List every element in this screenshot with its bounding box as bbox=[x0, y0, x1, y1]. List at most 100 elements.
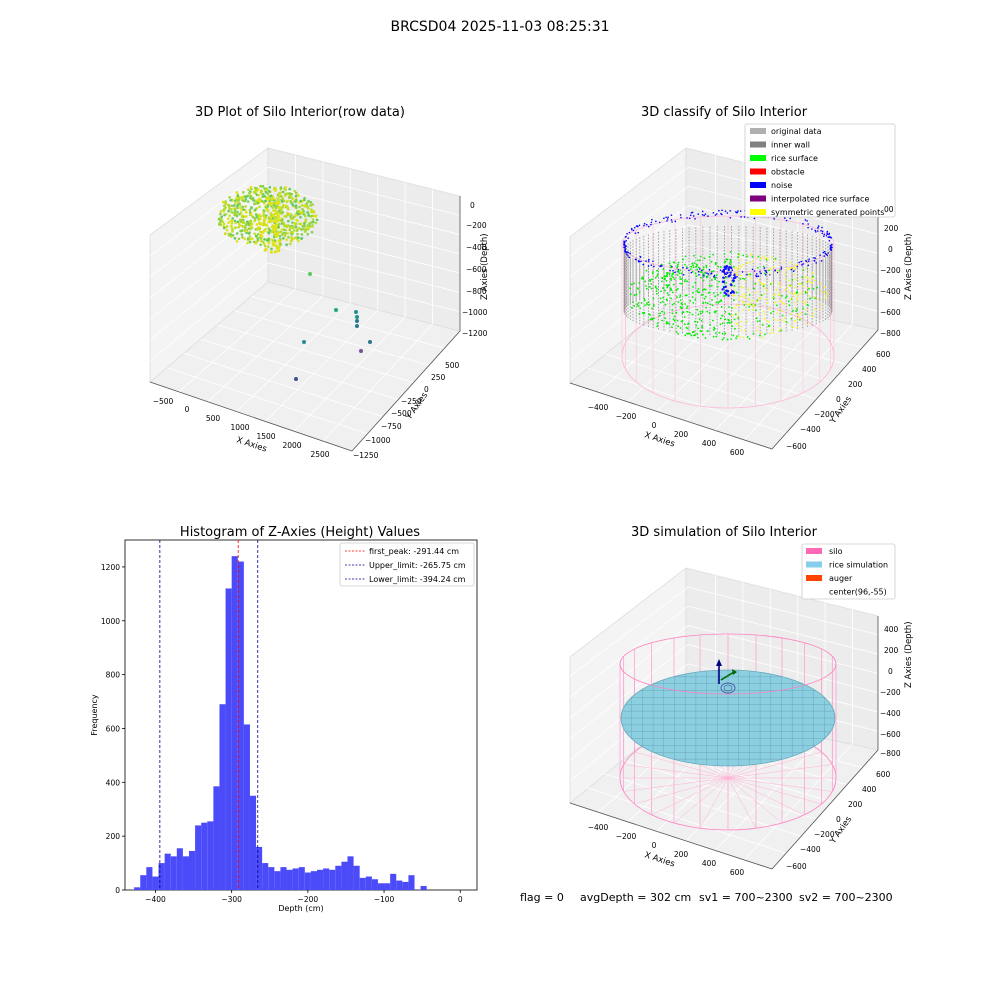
noise-point bbox=[731, 279, 735, 282]
rice-surface-point bbox=[718, 300, 721, 303]
rice-surface-point bbox=[714, 310, 717, 313]
histogram-xtick-label: 0 bbox=[458, 895, 463, 904]
classify-xtick: −400 bbox=[588, 403, 609, 412]
rice-surface-point bbox=[682, 258, 685, 261]
noise-point bbox=[801, 264, 803, 266]
rice-surface-point bbox=[671, 309, 674, 311]
rice-surface-point bbox=[699, 312, 702, 315]
raw-cloud-point bbox=[271, 243, 275, 247]
rice-surface-point bbox=[709, 323, 712, 326]
raw-cloud-point bbox=[228, 214, 231, 218]
raw-scatter-point bbox=[355, 319, 359, 323]
noise-point bbox=[828, 239, 831, 242]
rice-surface-point bbox=[725, 258, 728, 261]
rice-surface-point bbox=[718, 331, 721, 334]
rice-surface-point bbox=[717, 265, 720, 268]
rice-surface-point bbox=[704, 337, 707, 339]
symmetric-point bbox=[804, 276, 807, 279]
pane-grid-line bbox=[322, 323, 433, 442]
raw-xtick: −500 bbox=[153, 397, 174, 406]
rice-surface-point bbox=[636, 287, 639, 290]
histogram-ytick-label: 600 bbox=[106, 724, 121, 733]
symmetric-point bbox=[812, 312, 814, 315]
noise-point bbox=[733, 274, 736, 277]
rice-surface-point bbox=[661, 300, 664, 303]
symmetric-point bbox=[760, 331, 763, 334]
raw-xtick: 2500 bbox=[310, 450, 329, 459]
histogram-xlabel: Depth (cm) bbox=[278, 904, 323, 913]
raw-cloud-point bbox=[256, 237, 260, 241]
rice-surface-point bbox=[708, 284, 711, 287]
raw-cloud-point bbox=[249, 220, 252, 223]
noise-point bbox=[726, 212, 729, 214]
raw-cloud-point bbox=[267, 190, 271, 193]
raw-cloud-point bbox=[242, 208, 245, 211]
raw-cloud-point bbox=[266, 192, 270, 196]
rice-surface-point bbox=[722, 295, 725, 297]
raw-cloud-point bbox=[280, 218, 283, 222]
noise-point bbox=[639, 255, 642, 258]
symmetric-point bbox=[779, 286, 782, 288]
rice-surface-point bbox=[649, 318, 652, 321]
symmetric-point bbox=[742, 286, 744, 289]
noise-point bbox=[774, 269, 776, 272]
raw-cloud-point bbox=[239, 229, 242, 233]
histogram-bar bbox=[213, 786, 220, 890]
rice-surface-point bbox=[714, 332, 717, 335]
raw-cloud-point bbox=[262, 213, 266, 216]
rice-surface-point bbox=[652, 271, 654, 273]
symmetric-point bbox=[811, 281, 813, 284]
rice-surface-point bbox=[760, 294, 763, 297]
noise-point bbox=[626, 253, 628, 255]
classify-legend: original data inner wall rice surface ob… bbox=[744, 123, 896, 218]
legend-label: noise bbox=[771, 181, 792, 190]
rice-surface-point bbox=[676, 266, 679, 269]
noise-point bbox=[674, 271, 676, 274]
sim-ztick: −800 bbox=[880, 749, 901, 758]
rice-surface-point bbox=[679, 269, 682, 272]
rice-surface-point bbox=[737, 256, 739, 259]
status-sv2: sv2 = 700~2300 bbox=[799, 891, 893, 904]
symmetric-point bbox=[793, 293, 795, 295]
raw-cloud-point bbox=[303, 198, 306, 202]
raw-cloud-point bbox=[267, 231, 271, 235]
rice-surface-point bbox=[764, 333, 766, 336]
rice-surface-point bbox=[756, 320, 759, 323]
raw-cloud-point bbox=[271, 224, 275, 228]
rice-surface-point bbox=[763, 272, 766, 275]
noise-point bbox=[726, 271, 729, 274]
rice-surface-point bbox=[650, 287, 653, 290]
noise-point bbox=[670, 214, 673, 216]
rice-surface-point bbox=[679, 305, 682, 308]
classify-ztick: −600 bbox=[880, 308, 901, 317]
symmetric-point bbox=[805, 322, 807, 325]
legend-label: inner wall bbox=[771, 141, 810, 150]
legend-label: interpolated rice surface bbox=[771, 195, 869, 204]
rice-surface-point bbox=[641, 276, 644, 279]
raw-cloud-point bbox=[247, 232, 251, 235]
symmetric-point bbox=[738, 298, 740, 300]
histogram-bar bbox=[359, 877, 366, 890]
noise-point bbox=[722, 268, 726, 272]
rice-surface-point bbox=[676, 296, 678, 299]
raw-cloud-point bbox=[250, 225, 253, 229]
noise-point bbox=[623, 241, 626, 243]
rice-surface-point bbox=[812, 287, 815, 290]
raw-xtick: 1500 bbox=[256, 432, 275, 441]
raw-cloud-point bbox=[244, 229, 248, 233]
legend-label: first_peak: -291.44 cm bbox=[369, 547, 459, 556]
rice-surface-point bbox=[638, 291, 641, 293]
rice-surface-point bbox=[656, 325, 659, 328]
rice-surface-point bbox=[683, 316, 686, 318]
rice-surface-point bbox=[651, 317, 653, 320]
rice-surface-point bbox=[732, 334, 735, 337]
symmetric-point bbox=[752, 299, 754, 302]
rice-surface-point bbox=[773, 297, 776, 300]
symmetric-point bbox=[784, 288, 787, 291]
raw-cloud-point bbox=[233, 199, 237, 203]
noise-point bbox=[721, 213, 723, 216]
rice-surface-point bbox=[654, 285, 657, 288]
raw-cloud-point bbox=[280, 228, 284, 231]
raw-cloud-point bbox=[247, 237, 251, 241]
histogram-bar bbox=[384, 883, 391, 890]
